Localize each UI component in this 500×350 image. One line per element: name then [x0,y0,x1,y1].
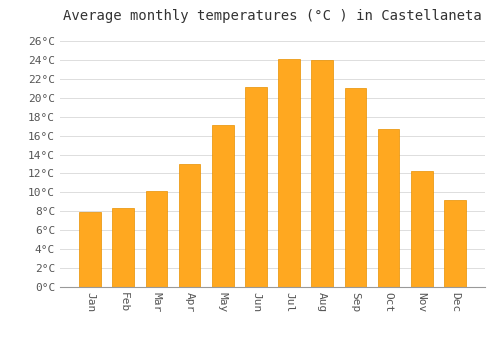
Bar [179,164,201,287]
Bar [278,59,300,287]
Bar [146,191,167,287]
Bar [112,209,134,287]
Bar [312,60,333,287]
Bar [344,88,366,287]
Bar [444,200,466,287]
Bar [212,125,234,287]
Bar [378,129,400,287]
Title: Average monthly temperatures (°C ) in Castellaneta: Average monthly temperatures (°C ) in Ca… [63,9,482,23]
Bar [411,170,432,287]
Bar [245,88,266,287]
Bar [80,212,101,287]
